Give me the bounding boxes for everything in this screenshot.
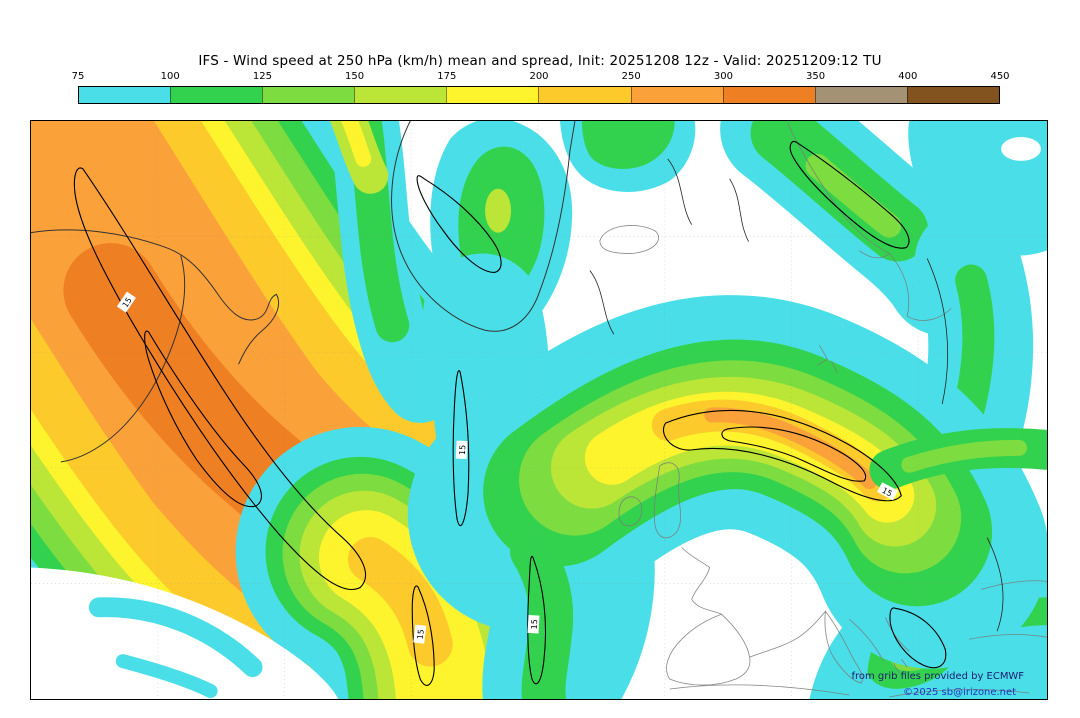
colorbar-segment — [354, 87, 447, 103]
colorbar-segment — [79, 87, 171, 103]
west-jet-tail-band — [235, 426, 569, 699]
arctic-band — [559, 121, 696, 193]
contour-label: 15 — [455, 440, 468, 460]
green-tongue-band — [510, 529, 574, 699]
colorbar: 75 100 125 150 175 200 250 300 350 400 450 — [72, 71, 1010, 104]
spread-contours — [73, 140, 1004, 686]
east-jet-band — [407, 295, 1047, 669]
colorbar-tick-label: 75 — [71, 71, 85, 82]
colorbar-ticks: 75 100 125 150 175 200 250 300 350 400 450 — [72, 71, 1010, 84]
colorbar-segments — [78, 86, 1000, 104]
coastlines — [31, 121, 1047, 698]
svg-text:15: 15 — [530, 619, 540, 630]
map-panel: 15 15 15 15 15 — [30, 120, 1048, 700]
latlon-grid — [31, 121, 1047, 699]
colorbar-tick-label: 100 — [160, 71, 180, 82]
colorbar-segment — [446, 87, 539, 103]
colorbar-tick-label: 250 — [621, 71, 641, 82]
credit-ecmwf: from grib files provided by ECMWF — [852, 671, 1025, 682]
colorbar-tick-label: 400 — [898, 71, 918, 82]
colorbar-segment — [630, 87, 723, 103]
contour-label: 15 — [877, 482, 899, 501]
contour-labels: 15 15 15 15 15 — [116, 291, 899, 644]
colorbar-tick-label: 450 — [990, 71, 1010, 82]
cyan-wisp-band — [88, 597, 263, 699]
colorbar-tick-label: 300 — [713, 71, 733, 82]
credit-irizone: ©2025 sb@irizone.net — [903, 687, 1016, 698]
colorbar-tick-label: 175 — [437, 71, 457, 82]
svg-text:15: 15 — [458, 445, 468, 456]
colorbar-tick-label: 125 — [252, 71, 272, 82]
colorbar-segment — [538, 87, 631, 103]
contour-label: 15 — [413, 624, 427, 644]
colorbar-segment — [170, 87, 263, 103]
colorbar-segment — [906, 87, 999, 103]
colorbar-tick-label: 200 — [529, 71, 549, 82]
colorbar-tick-label: 150 — [345, 71, 365, 82]
svg-text:15: 15 — [416, 629, 426, 640]
colorbar-segment — [262, 87, 355, 103]
chart-title: IFS - Wind speed at 250 hPa (km/h) mean … — [198, 53, 882, 69]
svg-text:15: 15 — [880, 486, 893, 499]
colorbar-segment — [722, 87, 815, 103]
colorbar-tick-label: 350 — [806, 71, 826, 82]
colorbar-segment — [814, 87, 907, 103]
contour-label: 15 — [527, 614, 540, 634]
weather-map-svg: 15 15 15 15 15 — [31, 121, 1047, 699]
labrador-sea-band — [328, 121, 456, 423]
